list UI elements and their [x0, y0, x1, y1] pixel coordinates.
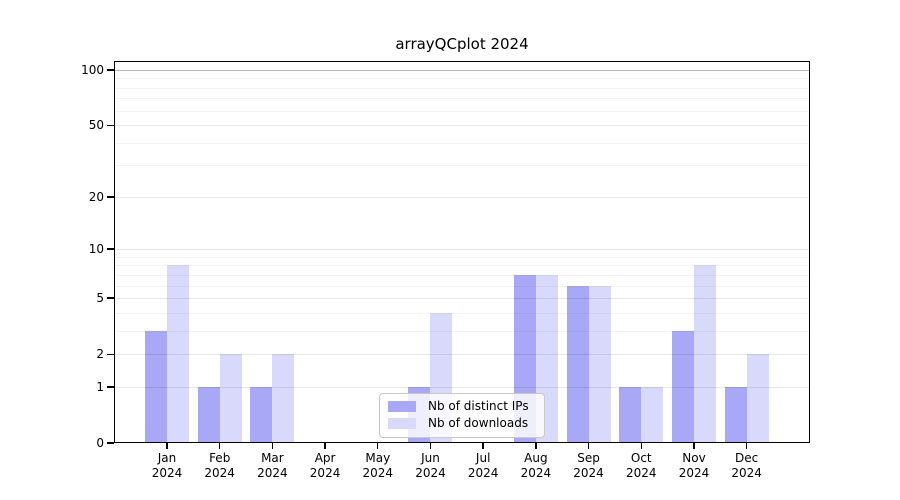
bar-distinct-ips-oct: [619, 386, 642, 443]
y-tick-50: [107, 124, 114, 126]
plot-area: [114, 61, 810, 443]
x-tick-label-apr: Apr 2024: [309, 451, 341, 480]
gridline-30: [114, 165, 810, 167]
bar-distinct-ips-mar: [250, 386, 273, 443]
chart-title: arrayQCplot 2024: [395, 35, 529, 53]
x-tick-aug: [535, 443, 537, 449]
x-tick-label-oct: Oct 2024: [625, 451, 657, 480]
x-tick-label-jan: Jan 2024: [151, 451, 183, 480]
y-tick-label-1: 1: [96, 379, 104, 394]
legend-swatch-downloads: [388, 418, 416, 430]
y-tick-label-20: 20: [88, 189, 104, 204]
gridline-9: [114, 256, 810, 258]
gridline-60: [114, 110, 810, 112]
bar-downloads-jan: [167, 265, 189, 443]
bar-distinct-ips-nov: [671, 330, 694, 443]
gridline-80: [114, 87, 810, 89]
legend-label-downloads: Nb of downloads: [428, 416, 529, 431]
bar-downloads-nov: [693, 265, 716, 443]
x-tick-label-mar: Mar 2024: [257, 451, 288, 480]
gridline-50: [114, 125, 810, 127]
gridline-1: [114, 386, 810, 388]
x-tick-label-nov: Nov 2024: [678, 451, 710, 480]
gridline-3: [114, 330, 810, 332]
gridline-10: [114, 249, 810, 251]
x-tick-jun: [429, 443, 432, 449]
y-tick-label-50: 50: [88, 118, 104, 133]
bar-distinct-ips-jan: [145, 330, 167, 443]
gridline-8: [114, 265, 810, 267]
y-tick-100: [107, 69, 114, 71]
bar-distinct-ips-feb: [197, 386, 220, 443]
y-tick-2: [107, 353, 114, 355]
x-tick-label-aug: Aug 2024: [520, 451, 552, 480]
x-tick-label-jul: Jul 2024: [467, 451, 499, 480]
gridline-2: [114, 354, 810, 356]
legend-item-distinct-ips: Nb of distinct IPs: [388, 398, 536, 413]
x-tick-sep: [587, 443, 590, 449]
x-tick-feb: [218, 443, 221, 449]
y-tick-label-5: 5: [96, 291, 104, 306]
gridline-5: [114, 298, 810, 300]
gridline-90: [114, 78, 810, 80]
y-tick-label-10: 10: [88, 242, 104, 257]
gridline-40: [114, 142, 810, 144]
gridline-100: [114, 70, 810, 71]
x-tick-apr: [324, 443, 326, 449]
x-tick-dec: [745, 443, 748, 449]
x-tick-mar: [271, 443, 274, 449]
x-tick-jan: [166, 443, 168, 449]
y-tick-label-100: 100: [81, 63, 104, 77]
legend: Nb of distinct IPs Nb of downloads: [379, 392, 545, 438]
x-tick-nov: [693, 443, 695, 449]
x-tick-label-dec: Dec 2024: [731, 451, 762, 480]
x-tick-label-may: May 2024: [362, 451, 394, 480]
bar-downloads-sep: [588, 285, 611, 443]
y-tick-5: [107, 297, 114, 299]
legend-swatch-distinct-ips: [388, 400, 416, 412]
bar-downloads-mar: [272, 354, 295, 443]
x-tick-jul: [482, 443, 484, 449]
gridline-7: [114, 274, 810, 276]
x-tick-label-jun: Jun 2024: [415, 451, 446, 480]
x-tick-label-feb: Feb 2024: [204, 451, 235, 480]
legend-label-distinct-ips: Nb of distinct IPs: [428, 398, 529, 413]
y-tick-0: [107, 442, 114, 444]
x-tick-may: [377, 443, 379, 449]
y-tick-10: [107, 248, 114, 250]
bar-downloads-oct: [641, 386, 664, 443]
gridline-20: [114, 196, 810, 198]
gridline-70: [114, 98, 810, 100]
legend-item-downloads: Nb of downloads: [388, 417, 536, 430]
y-tick-1: [107, 386, 114, 388]
y-tick-label-0: 0: [96, 436, 104, 450]
x-tick-label-sep: Sep 2024: [573, 451, 604, 480]
x-tick-oct: [640, 443, 642, 449]
y-tick-label-2: 2: [96, 347, 104, 362]
bar-downloads-dec: [746, 354, 769, 443]
bar-downloads-feb: [219, 354, 242, 443]
bar-distinct-ips-sep: [566, 285, 589, 443]
bar-distinct-ips-dec: [724, 386, 747, 443]
y-tick-20: [107, 196, 114, 198]
gridline-6: [114, 285, 810, 287]
gridline-4: [114, 312, 810, 314]
